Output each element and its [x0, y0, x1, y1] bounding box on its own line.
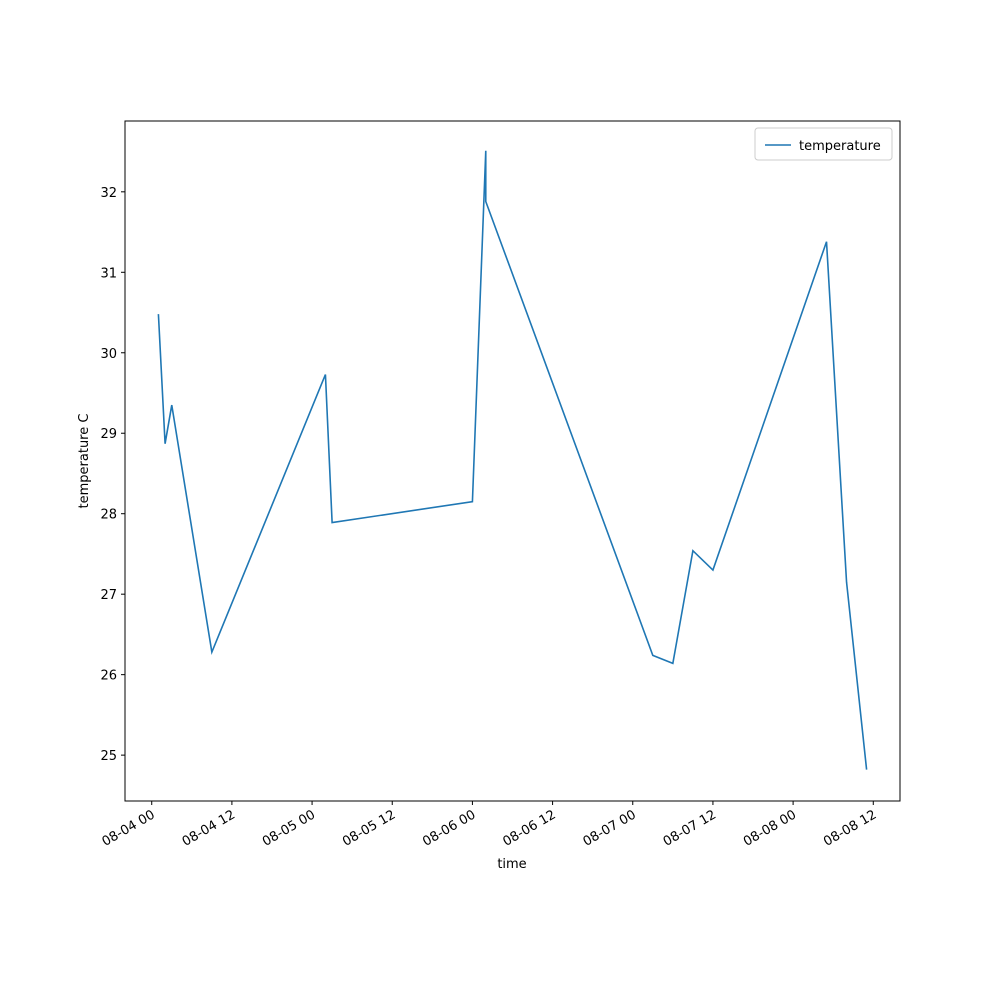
x-tick-label: 08-04 12	[180, 807, 238, 849]
x-tick-label: 08-05 00	[260, 807, 318, 849]
y-tick-label: 32	[100, 186, 117, 201]
y-tick-label: 27	[100, 588, 117, 603]
y-tick-label: 26	[100, 669, 117, 684]
x-tick-label: 08-06 00	[420, 807, 478, 849]
x-tick-label: 08-08 00	[741, 807, 799, 849]
x-tick-label: 08-07 00	[581, 807, 639, 849]
legend-label: temperature	[799, 139, 881, 154]
y-tick-label: 28	[100, 508, 117, 523]
x-tick-label: 08-08 12	[821, 807, 879, 849]
x-tick-label: 08-05 12	[340, 807, 398, 849]
x-axis-label: time	[497, 857, 526, 872]
y-tick-label: 31	[100, 266, 117, 281]
y-tick-label: 25	[100, 749, 117, 764]
x-tick-label: 08-04 00	[100, 807, 158, 849]
y-tick-label: 30	[100, 347, 117, 362]
legend-box	[754, 127, 893, 161]
data-line	[157, 150, 868, 770]
x-tick-label: 08-06 12	[500, 807, 558, 849]
x-tick-label: 08-07 12	[661, 807, 719, 849]
plot-frame	[124, 120, 901, 802]
y-tick-label: 29	[100, 427, 117, 442]
y-axis-label: temperature C	[77, 414, 92, 509]
